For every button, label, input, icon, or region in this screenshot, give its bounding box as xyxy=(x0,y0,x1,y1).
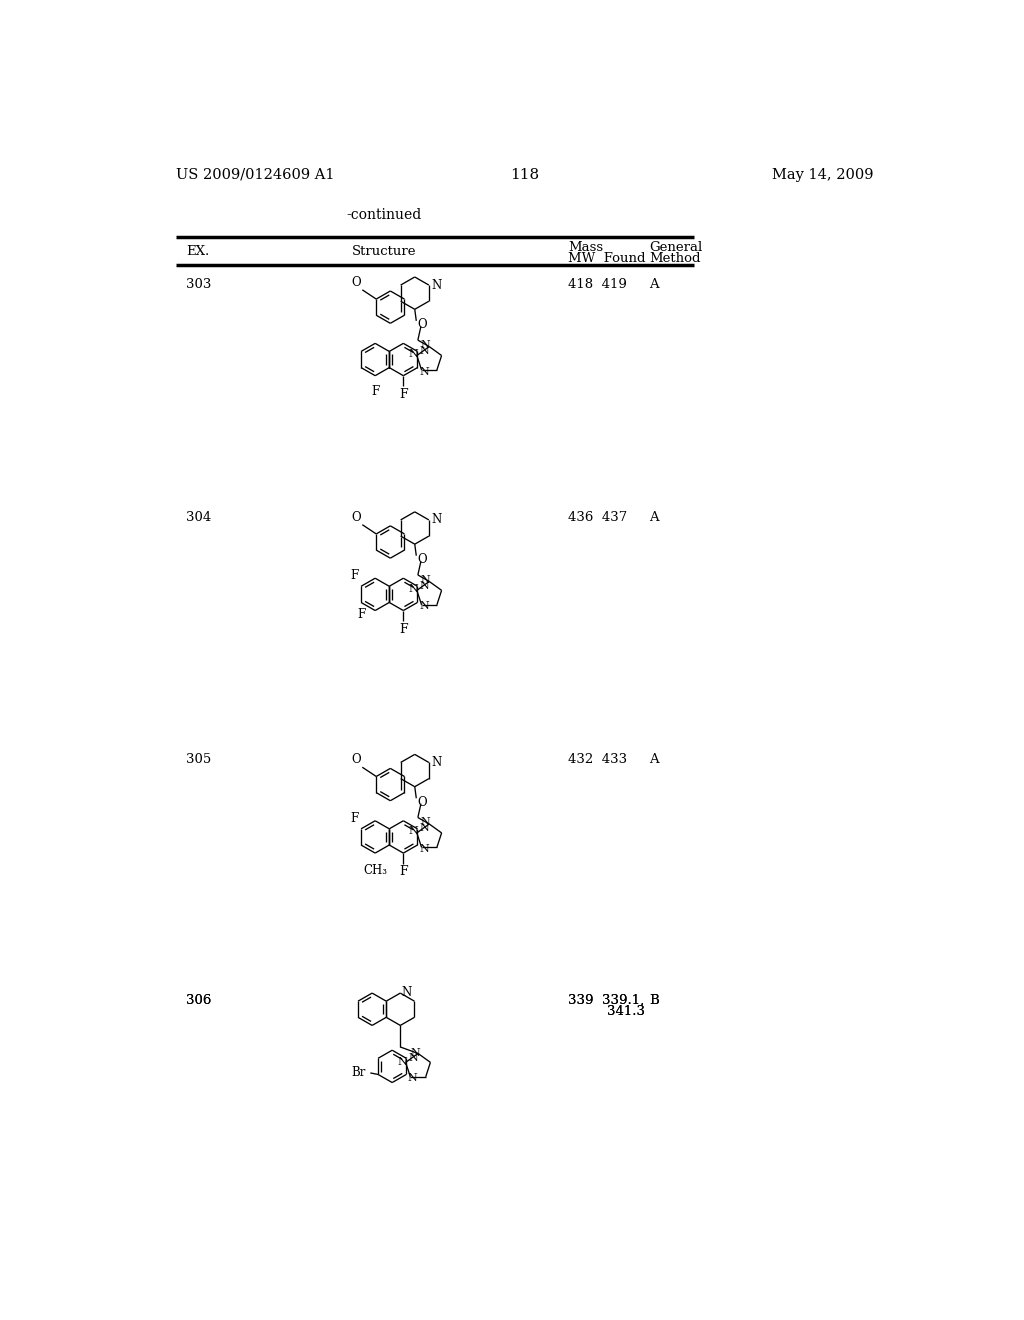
Text: F: F xyxy=(351,569,359,582)
Text: N: N xyxy=(420,581,429,590)
Text: F: F xyxy=(399,388,408,401)
Text: 306: 306 xyxy=(186,994,212,1007)
Text: Br: Br xyxy=(351,1067,366,1080)
Text: 432  433: 432 433 xyxy=(568,752,628,766)
Text: O: O xyxy=(351,754,360,767)
Text: -continued: -continued xyxy=(346,209,421,223)
Text: Structure: Structure xyxy=(351,244,416,257)
Text: 341.3: 341.3 xyxy=(607,1005,645,1018)
Text: 339  339.1,: 339 339.1, xyxy=(568,994,644,1007)
Text: O: O xyxy=(351,511,360,524)
Text: A: A xyxy=(649,752,658,766)
Text: N: N xyxy=(420,346,429,355)
Text: 306: 306 xyxy=(186,994,212,1007)
Text: A: A xyxy=(649,511,658,524)
Text: US 2009/0124609 A1: US 2009/0124609 A1 xyxy=(176,168,335,182)
Text: F: F xyxy=(371,384,379,397)
Text: N: N xyxy=(419,602,429,611)
Text: N: N xyxy=(419,367,429,376)
Text: 303: 303 xyxy=(186,277,212,290)
Text: EX.: EX. xyxy=(186,244,209,257)
Text: N: N xyxy=(421,576,430,585)
Text: Method: Method xyxy=(649,252,700,265)
Text: O: O xyxy=(418,796,427,809)
Text: N: N xyxy=(397,1056,408,1067)
Text: F: F xyxy=(357,609,366,620)
Text: N: N xyxy=(420,824,429,833)
Text: 341.3: 341.3 xyxy=(607,1005,645,1018)
Text: O: O xyxy=(418,318,427,331)
Text: F: F xyxy=(399,623,408,636)
Text: O: O xyxy=(418,553,427,566)
Text: N: N xyxy=(409,348,418,359)
Text: N: N xyxy=(409,1053,419,1064)
Text: N: N xyxy=(410,1048,420,1057)
Text: 436  437: 436 437 xyxy=(568,511,628,524)
Text: N: N xyxy=(409,583,418,594)
Text: N: N xyxy=(431,279,441,292)
Text: O: O xyxy=(351,276,360,289)
Text: B: B xyxy=(649,994,658,1007)
Text: 339  339.1,: 339 339.1, xyxy=(568,994,644,1007)
Text: 305: 305 xyxy=(186,752,211,766)
Text: May 14, 2009: May 14, 2009 xyxy=(772,168,873,182)
Text: 304: 304 xyxy=(186,511,211,524)
Text: Mass: Mass xyxy=(568,240,603,253)
Text: N: N xyxy=(408,1073,418,1084)
Text: N: N xyxy=(401,986,412,999)
Text: N: N xyxy=(421,817,430,828)
Text: N: N xyxy=(421,341,430,350)
Text: F: F xyxy=(399,866,408,878)
Text: 118: 118 xyxy=(510,168,540,182)
Text: MW  Found: MW Found xyxy=(568,252,646,265)
Text: General: General xyxy=(649,240,702,253)
Text: N: N xyxy=(431,756,441,770)
Text: CH₃: CH₃ xyxy=(364,863,387,876)
Text: N: N xyxy=(419,843,429,854)
Text: B: B xyxy=(649,994,658,1007)
Text: 418  419: 418 419 xyxy=(568,277,627,290)
Text: N: N xyxy=(409,826,418,837)
Text: N: N xyxy=(431,513,441,527)
Text: A: A xyxy=(649,277,658,290)
Text: F: F xyxy=(351,812,359,825)
